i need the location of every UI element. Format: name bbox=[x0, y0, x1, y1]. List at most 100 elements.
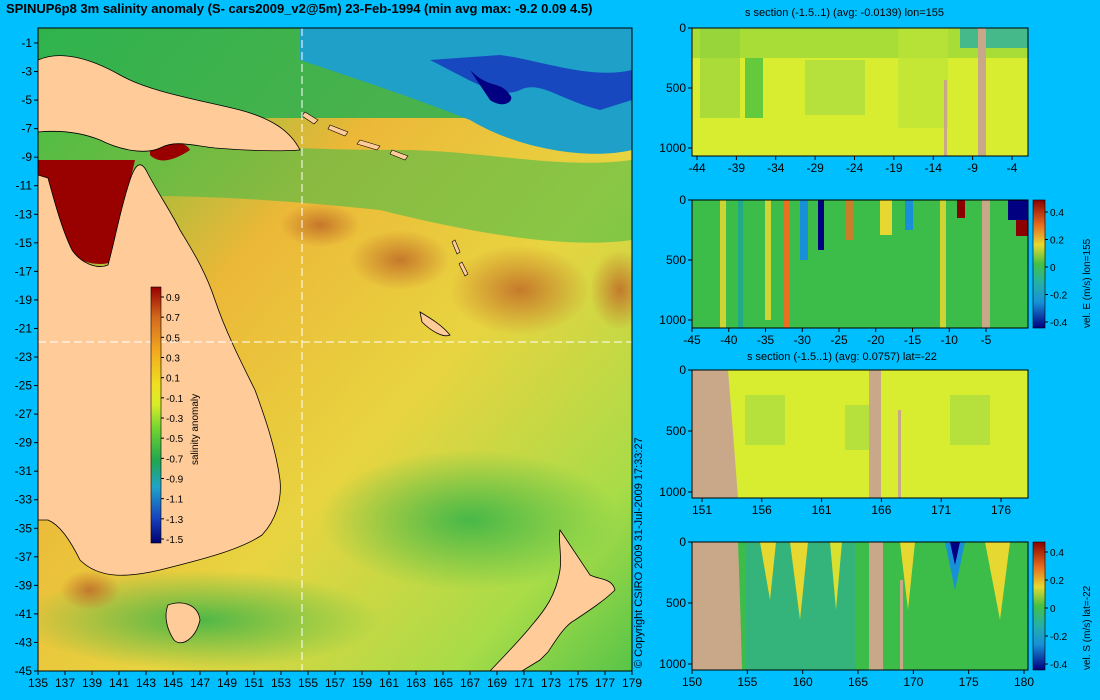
section-4-northward-2 bbox=[790, 542, 808, 620]
map-x-tick-label: 171 bbox=[514, 676, 534, 690]
map-x-tick-label: 155 bbox=[298, 676, 318, 690]
section-2-jet-5 bbox=[800, 200, 808, 260]
map-x-tick-label: 165 bbox=[433, 676, 453, 690]
map-colorbar-tick-label: -1.5 bbox=[166, 535, 184, 546]
map-y-tick-label: -11 bbox=[16, 179, 33, 193]
section-1-y-tick-label: 500 bbox=[666, 81, 686, 95]
section-1-x-tick-label: -4 bbox=[1007, 161, 1018, 175]
section-2-x-tick-label: -15 bbox=[904, 333, 922, 347]
section-3-fresh-patch-1 bbox=[745, 395, 785, 445]
section-4-y-tick-label: 1000 bbox=[659, 657, 686, 671]
section-2-jet-10 bbox=[940, 200, 946, 328]
section-3-x-tick-label: 161 bbox=[812, 503, 832, 517]
section-2-jet-6 bbox=[818, 200, 824, 250]
vanuatu-land bbox=[451, 239, 469, 277]
section-1-frame bbox=[691, 27, 1029, 157]
section-3-x-tick-label: 156 bbox=[752, 503, 772, 517]
map-y-axis: -1 -3 -5 -7 -9 -11 -13 -15 -17 -19 -21 -23 -25 -27 -29… bbox=[15, 36, 38, 678]
section-1-title: s section (-1.5..1) (avg: -0.0139) lon=1… bbox=[745, 7, 945, 19]
map-x-tick-label: 163 bbox=[406, 676, 426, 690]
section-1-fresh-column-2 bbox=[700, 28, 740, 118]
solomon-islands-land bbox=[301, 111, 409, 161]
section-1-fresh-patch-2 bbox=[898, 28, 948, 128]
map-y-tick-label: -15 bbox=[15, 236, 33, 250]
section-1-x-tick-label: -9 bbox=[967, 161, 978, 175]
new-guinea-land bbox=[38, 55, 301, 152]
section-3-title: s section (-1.5..1) (avg: 0.0757) lat=-2… bbox=[747, 351, 937, 363]
section-4-southward-core bbox=[945, 542, 965, 590]
section-2-frame bbox=[691, 199, 1029, 329]
map-y-tick-label: -39 bbox=[15, 578, 33, 592]
map-x-tick-label: 159 bbox=[352, 676, 372, 690]
section-4-y-tick-label: 0 bbox=[679, 535, 686, 549]
section-4-land-mask-3 bbox=[900, 580, 903, 670]
section-3-y-axis: 0 500 1000 bbox=[659, 363, 692, 499]
dark-blue-filament bbox=[430, 55, 632, 110]
section-3-land-mask-2 bbox=[869, 370, 881, 498]
map-colorbar-tick-label: -1.1 bbox=[166, 495, 184, 506]
section-4-northward-1 bbox=[760, 542, 776, 600]
map-y-tick-label: -17 bbox=[15, 264, 33, 278]
section-3-x-tick-label: 171 bbox=[931, 503, 951, 517]
section-1-y-tick-label: 0 bbox=[679, 21, 686, 35]
section-2-colorbar-tick-label: -0.2 bbox=[1050, 291, 1068, 302]
blue-eddy-region bbox=[300, 28, 632, 154]
map-colorbar-tick-label: 0.9 bbox=[166, 293, 180, 304]
section-2-colorbar-label: vel. E (m/s) lon=155 bbox=[1082, 238, 1093, 328]
section-1-x-tick-label: -29 bbox=[806, 161, 824, 175]
section-4-colorbar-tick-label: 0.4 bbox=[1050, 548, 1064, 559]
section-1-x-tick-label: -44 bbox=[688, 161, 706, 175]
warm-eddy-5 bbox=[60, 570, 120, 610]
section-3-y-tick-label: 1000 bbox=[659, 485, 686, 499]
section-2-x-tick-label: -45 bbox=[683, 333, 701, 347]
section-1-x-tick-label: -14 bbox=[925, 161, 943, 175]
section-4-colorbar bbox=[1032, 541, 1046, 671]
section-1-fresh-column-1 bbox=[745, 58, 763, 118]
section-4-frame bbox=[691, 541, 1029, 671]
section-2-jet-2 bbox=[738, 200, 743, 328]
section-2-jet-7 bbox=[845, 200, 853, 240]
section-2-x-tick-label: -30 bbox=[794, 333, 812, 347]
map-colorbar-tick-label: -1.3 bbox=[166, 515, 184, 526]
section-2-x-tick-label: -10 bbox=[941, 333, 959, 347]
section-3-x-tick-label: 166 bbox=[871, 503, 891, 517]
section-2-y-tick-label: 0 bbox=[679, 193, 686, 207]
section-4-x-tick-label: 175 bbox=[959, 675, 979, 689]
section-2-jet-8 bbox=[880, 200, 892, 235]
section-4-colorbar-ticks: 0.4 0.2 0 -0.2 -0.4 bbox=[1045, 548, 1068, 671]
map-colorbar-tick-label: -0.5 bbox=[166, 434, 184, 445]
map-x-tick-label: 177 bbox=[595, 676, 615, 690]
section-4-colorbar-tick-label: 0.2 bbox=[1050, 576, 1064, 587]
section-2-x-tick-label: -35 bbox=[757, 333, 775, 347]
section-1-y-tick-label: 1000 bbox=[659, 141, 686, 155]
map-y-tick-label: -21 bbox=[15, 321, 33, 335]
section-4-x-tick-label: 165 bbox=[848, 675, 868, 689]
new-zealand-land bbox=[489, 528, 616, 671]
section-2-x-tick-label: -20 bbox=[867, 333, 885, 347]
map-y-tick-label: -3 bbox=[21, 65, 32, 79]
section-2-colorbar-ticks: 0.4 0.2 0 -0.2 -0.4 bbox=[1045, 208, 1068, 329]
map-colorbar-tick-label: 0.1 bbox=[166, 374, 180, 385]
section-4-colorbar-tick-label: -0.2 bbox=[1050, 632, 1068, 643]
section-4-northward-4 bbox=[900, 542, 915, 610]
map-colorbar-tick-label: -0.7 bbox=[166, 454, 184, 465]
map-x-tick-label: 141 bbox=[109, 676, 129, 690]
section-4-x-tick-label: 155 bbox=[737, 675, 757, 689]
green-eddy-south bbox=[320, 450, 620, 590]
section-3-fresh-patch-2 bbox=[845, 405, 870, 450]
section-1-land-mask bbox=[978, 28, 986, 156]
map-x-tick-label: 157 bbox=[325, 676, 345, 690]
map-y-tick-label: -37 bbox=[15, 550, 33, 564]
section-1-y-axis: 0 500 1000 bbox=[659, 21, 692, 155]
map-y-tick-label: -43 bbox=[15, 635, 33, 649]
section-4-colorbar-label: vel. S (m/s) lat=-22 bbox=[1082, 585, 1093, 670]
section-3-y-tick-label: 0 bbox=[679, 363, 686, 377]
map-x-axis: 135 137 139 141 143 145 147 149 151 153 155 157 159 1… bbox=[28, 671, 642, 690]
map-colorbar bbox=[150, 286, 162, 544]
map-y-tick-label: -23 bbox=[15, 350, 33, 364]
warm-eddy-2 bbox=[450, 245, 590, 335]
section-2-y-tick-label: 1000 bbox=[659, 313, 686, 327]
section-4-x-axis: 150 155 160 165 170 175 180 bbox=[682, 670, 1034, 689]
section-2-y-tick-label: 500 bbox=[666, 253, 686, 267]
map-x-tick-label: 149 bbox=[217, 676, 237, 690]
